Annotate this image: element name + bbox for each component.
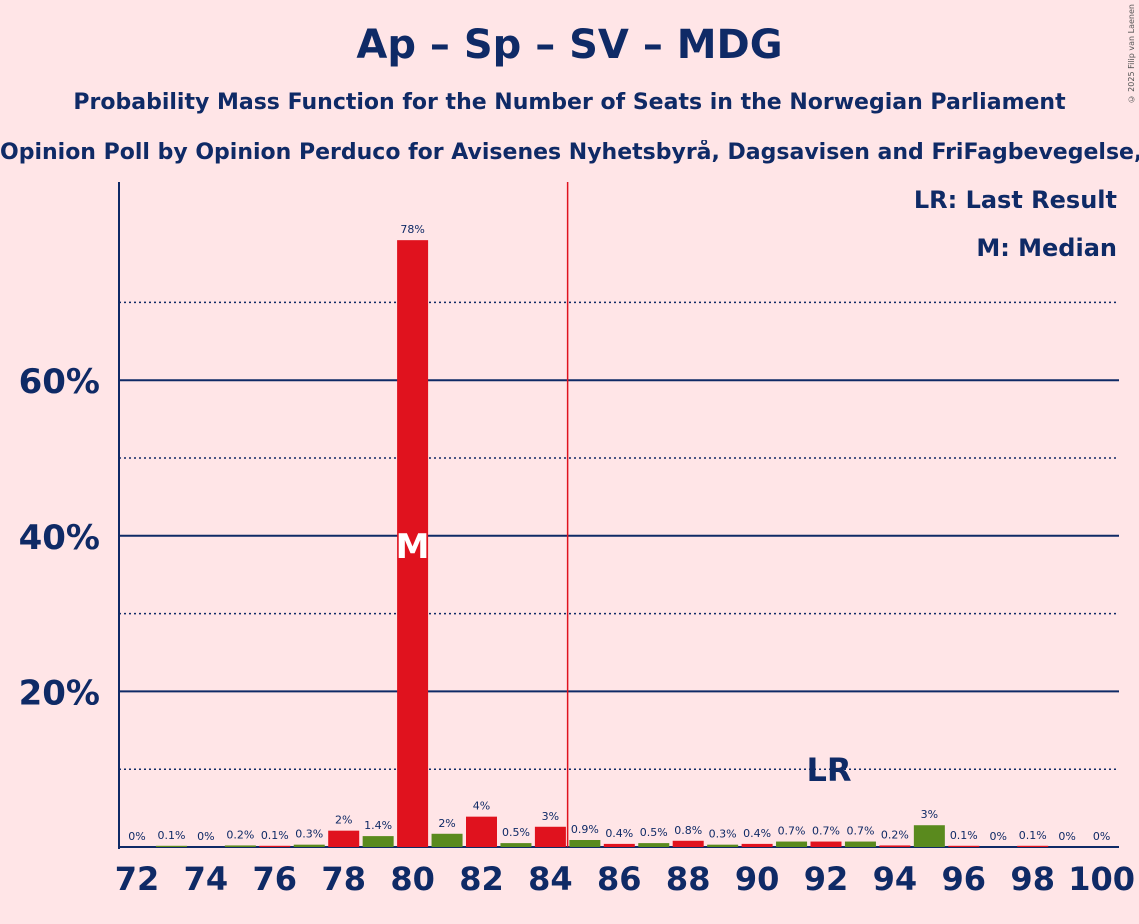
bar-value-label: 0.7% — [778, 825, 806, 838]
bar-87 — [638, 843, 670, 847]
bar-value-label: 0.3% — [295, 828, 323, 841]
bar-value-label: 2% — [438, 817, 455, 830]
bar-value-label: 0.8% — [674, 824, 702, 837]
bar-value-label: 0.9% — [571, 823, 599, 836]
bar-value-label: 0% — [1058, 830, 1075, 843]
bar-value-label: 1.4% — [364, 819, 392, 832]
bar-value-label: 3% — [921, 808, 938, 821]
x-tick-label: 72 — [115, 860, 160, 898]
x-tick-label: 80 — [390, 860, 435, 898]
bar-value-label: 0.5% — [640, 826, 668, 839]
bar-83 — [500, 843, 532, 847]
bar-90 — [741, 843, 773, 847]
bar-value-label: 2% — [335, 814, 352, 827]
bar-value-label: 0.1% — [1019, 829, 1047, 842]
bar-84 — [534, 826, 566, 847]
bar-80 — [397, 240, 429, 847]
bar-value-label: 0.1% — [950, 829, 978, 842]
bar-value-label: 0.4% — [605, 827, 633, 840]
bar-86 — [603, 843, 635, 847]
legend-last-result: LR: Last Result — [913, 186, 1117, 214]
bar-value-label: 0.2% — [226, 828, 254, 841]
bar-78 — [328, 830, 360, 847]
bar-82 — [466, 816, 497, 847]
bar-value-label: 0.5% — [502, 826, 530, 839]
bar-88 — [672, 840, 704, 847]
x-tick-label: 78 — [321, 860, 366, 898]
median-marker: M — [396, 527, 430, 567]
bar-73 — [155, 845, 187, 847]
x-tick-label: 82 — [459, 860, 504, 898]
y-tick-label: 40% — [19, 518, 100, 558]
bar-92 — [810, 841, 842, 847]
x-tick-label: 90 — [735, 860, 780, 898]
bar-value-label: 0.7% — [812, 825, 840, 838]
x-tick-label: 92 — [804, 860, 849, 898]
x-tick-label: 96 — [942, 860, 987, 898]
bar-value-label: 0.4% — [743, 827, 771, 840]
bar-94 — [879, 845, 911, 847]
x-tick-label: 94 — [873, 860, 918, 898]
bar-85 — [569, 839, 601, 847]
x-tick-label: 76 — [253, 860, 298, 898]
bar-value-label: 0% — [1093, 830, 1110, 843]
bar-77 — [293, 844, 325, 847]
chart-subtitle: Probability Mass Function for the Number… — [73, 90, 1066, 115]
bar-value-label: 0.1% — [261, 829, 289, 842]
last-result-marker: LR — [806, 751, 851, 789]
bar-value-label: 78% — [400, 223, 424, 236]
bar-93 — [844, 841, 876, 847]
bar-75 — [224, 845, 256, 847]
bar-89 — [707, 844, 739, 847]
bar-value-label: 0% — [197, 830, 214, 843]
chart-subtitle-poll: Opinion Poll by Opinion Perduco for Avis… — [0, 140, 1139, 165]
x-tick-label: 84 — [528, 860, 573, 898]
bar-96 — [948, 845, 980, 847]
x-tick-label: 74 — [184, 860, 229, 898]
x-tick-label: 98 — [1010, 860, 1055, 898]
bar-76 — [259, 845, 291, 847]
y-tick-label: 20% — [19, 673, 100, 713]
bar-value-label: 0.3% — [709, 828, 737, 841]
bar-value-label: 0% — [128, 830, 145, 843]
y-tick-label: 60% — [19, 362, 100, 402]
bar-value-label: 0% — [990, 830, 1007, 843]
bar-81 — [431, 833, 463, 847]
bar-95 — [913, 825, 945, 847]
bar-79 — [362, 836, 394, 847]
x-tick-label: 86 — [597, 860, 642, 898]
bar-value-label: 0.1% — [157, 829, 185, 842]
bar-98 — [1017, 845, 1049, 847]
chart-title: Ap – Sp – SV – MDG — [356, 22, 783, 68]
legend-median: M: Median — [976, 234, 1117, 262]
x-tick-label: 100 — [1068, 860, 1135, 898]
bar-value-label: 4% — [473, 800, 490, 813]
bar-value-label: 0.7% — [846, 825, 874, 838]
bar-91 — [776, 841, 808, 847]
bar-value-label: 0.2% — [881, 828, 909, 841]
bar-value-label: 3% — [542, 810, 559, 823]
x-tick-label: 88 — [666, 860, 711, 898]
